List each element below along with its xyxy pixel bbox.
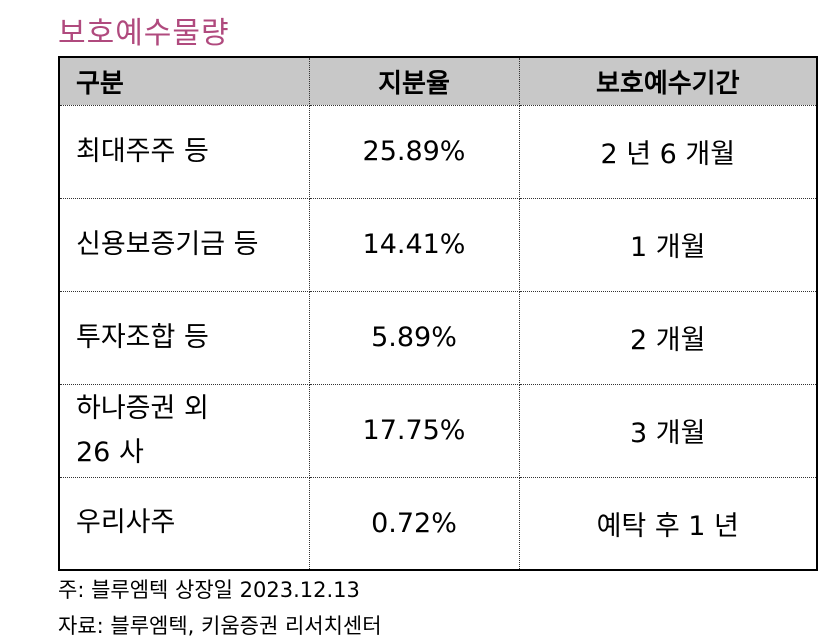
footnote: 주: 블루엠텍 상장일 2023.12.13	[58, 578, 360, 602]
table-row: 우리사주 0.72% 예탁 후 1 년	[58, 476, 818, 571]
table-row: 최대주주 등 25.89% 2 년 6 개월	[58, 104, 818, 199]
row-share-ratio: 5.89%	[308, 290, 520, 385]
row-share-ratio: 14.41%	[308, 197, 520, 292]
table-header-row: 구분 지분율 보호예수기간	[58, 56, 818, 106]
row-lockup-period: 2 개월	[518, 290, 818, 385]
row-lockup-period: 1 개월	[518, 197, 818, 292]
lockup-table: 구분 지분율 보호예수기간 최대주주 등 25.89% 2 년 6 개월 신용보…	[58, 56, 818, 571]
page-title: 보호예수물량	[58, 16, 230, 51]
row-lockup-period: 2 년 6 개월	[518, 104, 818, 199]
row-category: 우리사주	[58, 476, 310, 571]
row-share-ratio: 0.72%	[308, 476, 520, 571]
header-share-ratio: 지분율	[308, 56, 520, 106]
row-lockup-period: 예탁 후 1 년	[518, 476, 818, 571]
row-category: 신용보증기금 등	[58, 197, 310, 292]
row-category: 투자조합 등	[58, 290, 310, 385]
source-note: 자료: 블루엠텍, 키움증권 리서치센터	[58, 614, 382, 638]
row-category: 최대주주 등	[58, 104, 310, 199]
header-category: 구분	[58, 56, 310, 106]
row-lockup-period: 3 개월	[518, 383, 818, 478]
table-row: 신용보증기금 등 14.41% 1 개월	[58, 197, 818, 292]
header-lockup-period: 보호예수기간	[518, 56, 818, 106]
row-share-ratio: 25.89%	[308, 104, 520, 199]
row-category: 하나증권 외 26 사	[58, 383, 310, 478]
table-row: 투자조합 등 5.89% 2 개월	[58, 290, 818, 385]
table-row: 하나증권 외 26 사 17.75% 3 개월	[58, 383, 818, 478]
row-share-ratio: 17.75%	[308, 383, 520, 478]
